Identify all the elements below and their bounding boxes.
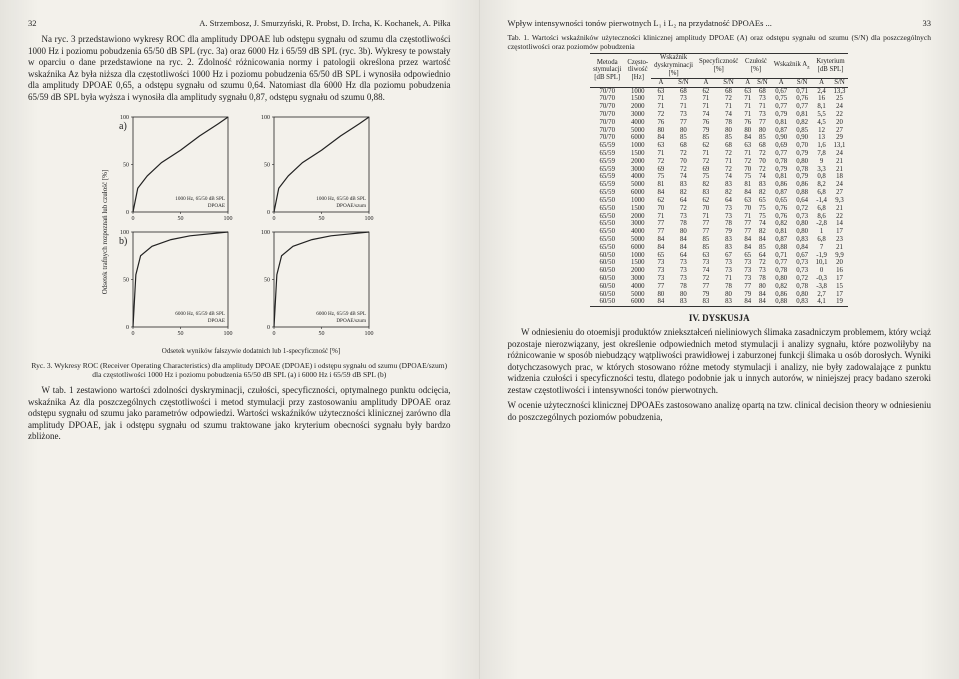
table-row: 65/5010006264626463650,650,64-1,49,3	[590, 197, 848, 205]
svg-text:0: 0	[267, 210, 270, 216]
svg-text:50: 50	[123, 278, 129, 284]
left-page: 32 A. Strzembosz, J. Smurzyński, R. Prob…	[0, 0, 480, 679]
table-row: 60/5010006564636765640,710,67-1,99,9	[590, 252, 848, 260]
book-spread: 32 A. Strzembosz, J. Smurzyński, R. Prob…	[0, 0, 959, 679]
svg-text:50: 50	[178, 331, 184, 337]
svg-text:100: 100	[365, 216, 374, 222]
svg-text:b): b)	[119, 236, 127, 247]
table-row: 60/5040007778777877800,820,78-3,815	[590, 283, 848, 291]
svg-text:DPOAE/szum: DPOAE/szum	[337, 203, 367, 209]
table-row: 70/7010006368626863680,670,712,413,3	[590, 87, 848, 95]
table-row: 70/7030007273747471730,790,815,522	[590, 111, 848, 119]
table-1: Metodastymulacji[dB SPL]Często-tliwość[H…	[590, 53, 848, 307]
svg-text:Odsetek trafnych rozpoznań lub: Odsetek trafnych rozpoznań lub czułość […	[101, 170, 109, 295]
table-row: 65/5050008484858384840,870,836,823	[590, 236, 848, 244]
table-row: 60/5030007373727173780,800,72-0,317	[590, 275, 848, 283]
table-row: 65/5930006972697270720,790,783,321	[590, 166, 848, 174]
right-header: Wpływ intensywności tonów pierwotnych L₁…	[508, 18, 932, 28]
svg-text:0: 0	[126, 210, 129, 216]
table-row: 65/5940007574757475740,810,790,818	[590, 173, 848, 181]
svg-text:1000 Hz, 65/50 dB SPL: 1000 Hz, 65/50 dB SPL	[176, 196, 226, 202]
table-row: 65/5920007270727172700,780,80921	[590, 158, 848, 166]
table-row: 60/5050008080798079840,860,802,717	[590, 291, 848, 299]
svg-text:100: 100	[224, 216, 233, 222]
fig3-caption: Ryc. 3. Wykresy ROC (Receiver Operating …	[28, 361, 451, 379]
svg-text:DPOAE/szum: DPOAE/szum	[337, 318, 367, 324]
table-row: 60/5020007373747373730,780,73016	[590, 267, 848, 275]
figure-3: Odsetek trafnych rozpoznań lub czułość […	[99, 109, 379, 355]
svg-text:Odsetek wyników fałszywie doda: Odsetek wyników fałszywie dodatnich lub …	[162, 347, 340, 355]
page-num-left: 32	[28, 18, 37, 28]
svg-text:0: 0	[126, 325, 129, 331]
left-para2: W tab. 1 zestawiono wartości zdolności d…	[28, 385, 451, 443]
table-row: 60/5060008483838384840,880,834,119	[590, 298, 848, 306]
svg-text:100: 100	[365, 331, 374, 337]
table-row: 65/5915007172717271720,770,797,824	[590, 150, 848, 158]
svg-text:6000 Hz, 65/59 dB SPL: 6000 Hz, 65/59 dB SPL	[317, 311, 367, 317]
svg-text:50: 50	[319, 216, 325, 222]
svg-text:100: 100	[120, 230, 129, 236]
running-head-left: A. Strzembosz, J. Smurzyński, R. Probst,…	[199, 18, 450, 28]
svg-text:6000 Hz, 65/59 dB SPL: 6000 Hz, 65/59 dB SPL	[176, 311, 226, 317]
svg-text:0: 0	[132, 331, 135, 337]
table-row: 65/5910006368626863680,690,701,613,1	[590, 142, 848, 150]
table-row: 65/5030007778777877740,820,80-2,814	[590, 220, 848, 228]
svg-text:50: 50	[319, 331, 325, 337]
svg-text:100: 100	[120, 115, 129, 121]
table-row: 60/5015007373737373720,770,7310,120	[590, 259, 848, 267]
roc-chart: Odsetek trafnych rozpoznań lub czułość […	[99, 109, 379, 355]
svg-text:100: 100	[261, 230, 270, 236]
right-para2: W ocenie użyteczności klinicznej DPOAEs …	[508, 400, 932, 423]
right-page: Wpływ intensywności tonów pierwotnych L₁…	[480, 0, 959, 679]
right-para1: W odniesieniu do otoemisji produktów zni…	[508, 327, 932, 396]
svg-text:0: 0	[273, 331, 276, 337]
svg-text:50: 50	[264, 278, 270, 284]
svg-text:50: 50	[264, 163, 270, 169]
page-num-right: 33	[923, 18, 932, 28]
table-row: 70/7040007677767876770,810,824,520	[590, 119, 848, 127]
running-head-right: Wpływ intensywności tonów pierwotnych L₁…	[508, 18, 772, 28]
table-row: 70/7015007173717271730,750,761625	[590, 95, 848, 103]
svg-text:DPOAE: DPOAE	[208, 203, 225, 209]
svg-text:100: 100	[261, 115, 270, 121]
table-row: 65/5950008183828381830,860,868,224	[590, 181, 848, 189]
svg-text:0: 0	[273, 216, 276, 222]
table-row: 70/7050008080798080800,870,851227	[590, 127, 848, 135]
left-header: 32 A. Strzembosz, J. Smurzyński, R. Prob…	[28, 18, 451, 28]
svg-text:50: 50	[178, 216, 184, 222]
table-row: 65/5040007780777977820,810,80117	[590, 228, 848, 236]
svg-text:1000 Hz, 65/50 dB SPL: 1000 Hz, 65/50 dB SPL	[317, 196, 367, 202]
table-row: 65/5960008482838284820,870,886,827	[590, 189, 848, 197]
svg-text:100: 100	[224, 331, 233, 337]
svg-text:50: 50	[123, 163, 129, 169]
table-row: 70/7020007171717171710,770,778,124	[590, 103, 848, 111]
table-row: 65/5020007173717371750,760,738,622	[590, 213, 848, 221]
left-body: Na ryc. 3 przedstawiono wykresy ROC dla …	[28, 34, 451, 103]
section-heading: IV. DYSKUSJA	[508, 313, 932, 323]
right-body: W odniesieniu do otoemisji produktów zni…	[508, 327, 932, 423]
table1-caption: Tab. 1. Wartości wskaźników użyteczności…	[508, 34, 932, 51]
table-row: 65/5060008484858384850,880,84721	[590, 244, 848, 252]
svg-text:0: 0	[267, 325, 270, 331]
svg-text:0: 0	[132, 216, 135, 222]
table-row: 70/7060008485858584850,900,901329	[590, 134, 848, 142]
left-para1: Na ryc. 3 przedstawiono wykresy ROC dla …	[28, 34, 451, 103]
svg-text:DPOAE: DPOAE	[208, 318, 225, 324]
svg-text:a): a)	[119, 121, 127, 132]
left-body2: W tab. 1 zestawiono wartości zdolności d…	[28, 385, 451, 443]
table-row: 65/5015007072707370750,760,726,821	[590, 205, 848, 213]
